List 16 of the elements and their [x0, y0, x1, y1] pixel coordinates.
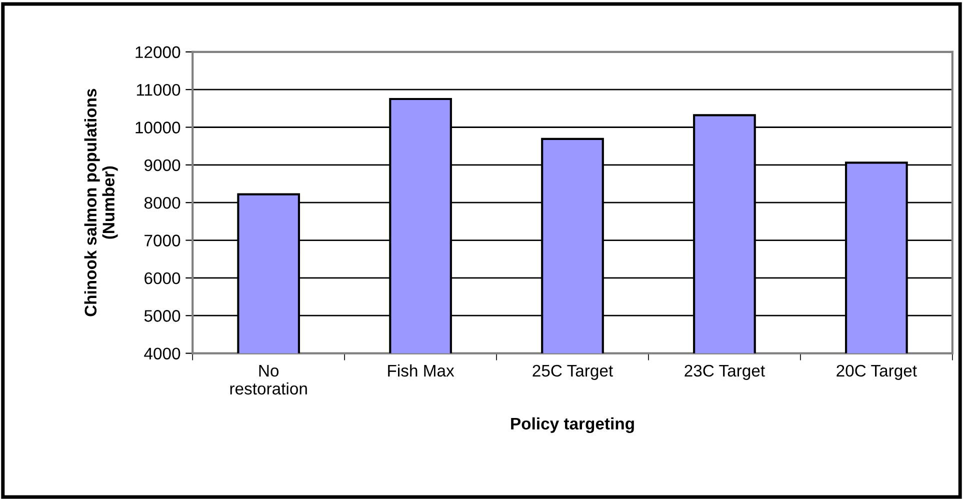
y-tick-label: 9000 — [144, 159, 180, 172]
y-tick-label: 12000 — [136, 46, 180, 58]
x-tick-label: 25C Target — [532, 364, 613, 380]
x-tick-label: No restoration — [230, 365, 307, 395]
y-tick-label: 4000 — [144, 348, 180, 360]
x-tick-label: 20C Target — [836, 364, 917, 380]
y-tick-label: 6000 — [144, 272, 180, 284]
x-tick-label: 23C Target — [684, 364, 765, 380]
y-tick-label: 5000 — [144, 310, 180, 322]
y-tick-label: 10000 — [136, 122, 180, 134]
y-axis-title: Chinook salmon populations (Number) — [84, 88, 118, 316]
y-tick-label: 8000 — [144, 196, 180, 209]
x-axis-title: Policy targeting — [511, 417, 634, 433]
x-tick-label: Fish Max — [388, 364, 454, 377]
y-tick-label: 11000 — [136, 84, 180, 96]
y-tick-label: 7000 — [144, 234, 180, 246]
